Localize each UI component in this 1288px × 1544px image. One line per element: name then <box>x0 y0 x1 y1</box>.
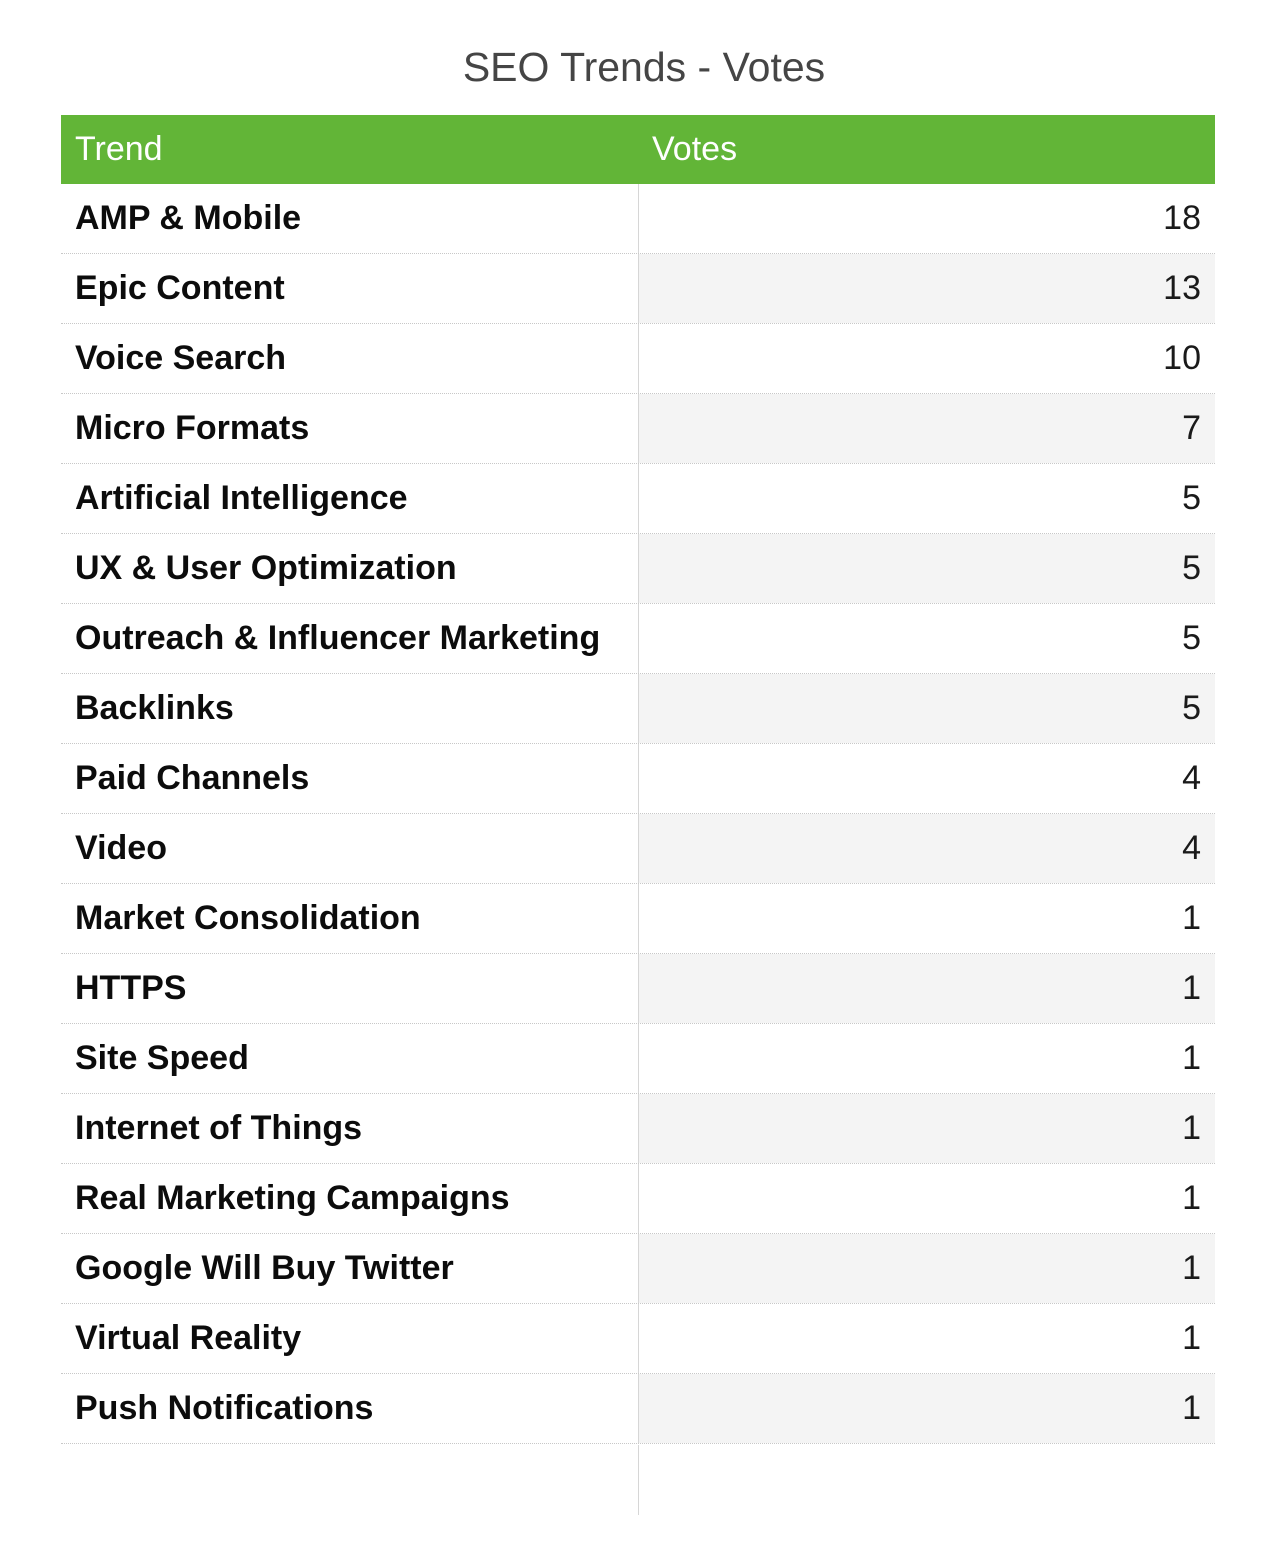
table-row: Site Speed 1 <box>61 1024 1215 1094</box>
trend-cell: Market Consolidation <box>61 884 638 953</box>
table-row: Voice Search 10 <box>61 324 1215 394</box>
votes-cell: 1 <box>638 1234 1215 1303</box>
votes-cell: 5 <box>638 464 1215 533</box>
chart-title: SEO Trends - Votes <box>462 44 826 90</box>
trend-cell: UX & User Optimization <box>61 534 638 603</box>
votes-cell: 1 <box>638 1094 1215 1163</box>
trend-cell: HTTPS <box>61 954 638 1023</box>
votes-cell: 4 <box>638 744 1215 813</box>
trend-cell: Real Marketing Campaigns <box>61 1164 638 1233</box>
votes-table: Trend Votes AMP & Mobile 18 Epic Content 13… <box>61 115 1215 1444</box>
table-row: Artificial Intelligence 5 <box>61 464 1215 534</box>
trend-cell: Outreach & Influencer Marketing <box>61 604 638 673</box>
table-row: Google Will Buy Twitter 1 <box>61 1234 1215 1304</box>
table-header: Trend Votes <box>61 115 1215 184</box>
trend-cell: Voice Search <box>61 324 638 393</box>
table-row: Backlinks 5 <box>61 674 1215 744</box>
table-row: AMP & Mobile 18 <box>61 184 1215 254</box>
trend-cell: Epic Content <box>61 254 638 323</box>
votes-cell: 5 <box>638 604 1215 673</box>
trend-cell: Paid Channels <box>61 744 638 813</box>
trend-cell: Backlinks <box>61 674 638 743</box>
votes-cell: 4 <box>638 814 1215 883</box>
table-row: UX & User Optimization 5 <box>61 534 1215 604</box>
votes-cell: 5 <box>638 534 1215 603</box>
column-header-trend: Trend <box>75 130 163 168</box>
votes-cell: 10 <box>638 324 1215 393</box>
table-row: Video 4 <box>61 814 1215 884</box>
trend-cell: Google Will Buy Twitter <box>61 1234 638 1303</box>
trend-cell: Site Speed <box>61 1024 638 1093</box>
table-row: Push Notifications 1 <box>61 1374 1215 1444</box>
votes-cell: 5 <box>638 674 1215 743</box>
table-row: Paid Channels 4 <box>61 744 1215 814</box>
table-row: Virtual Reality 1 <box>61 1304 1215 1374</box>
votes-cell: 1 <box>638 1304 1215 1373</box>
trend-cell: AMP & Mobile <box>61 184 638 253</box>
votes-cell: 1 <box>638 884 1215 953</box>
table-row: Outreach & Influencer Marketing 5 <box>61 604 1215 674</box>
trend-cell: Micro Formats <box>61 394 638 463</box>
table-row: HTTPS 1 <box>61 954 1215 1024</box>
trend-cell: Video <box>61 814 638 883</box>
votes-cell: 1 <box>638 1374 1215 1443</box>
votes-cell: 18 <box>638 184 1215 253</box>
votes-cell: 1 <box>638 1024 1215 1093</box>
trend-cell: Artificial Intelligence <box>61 464 638 533</box>
table-row: Internet of Things 1 <box>61 1094 1215 1164</box>
votes-cell: 13 <box>638 254 1215 323</box>
trend-cell: Internet of Things <box>61 1094 638 1163</box>
table-row: Real Marketing Campaigns 1 <box>61 1164 1215 1234</box>
votes-cell: 1 <box>638 1164 1215 1233</box>
table-row: Micro Formats 7 <box>61 394 1215 464</box>
table-row: Market Consolidation 1 <box>61 884 1215 954</box>
votes-cell: 1 <box>638 954 1215 1023</box>
column-header-votes: Votes <box>652 130 738 168</box>
votes-cell: 7 <box>638 394 1215 463</box>
trend-cell: Virtual Reality <box>61 1304 638 1373</box>
table-row: Epic Content 13 <box>61 254 1215 324</box>
table-body: AMP & Mobile 18 Epic Content 13 Voice Search… <box>61 184 1215 1444</box>
column-divider-extension <box>638 1445 639 1515</box>
trend-cell: Push Notifications <box>61 1374 638 1443</box>
